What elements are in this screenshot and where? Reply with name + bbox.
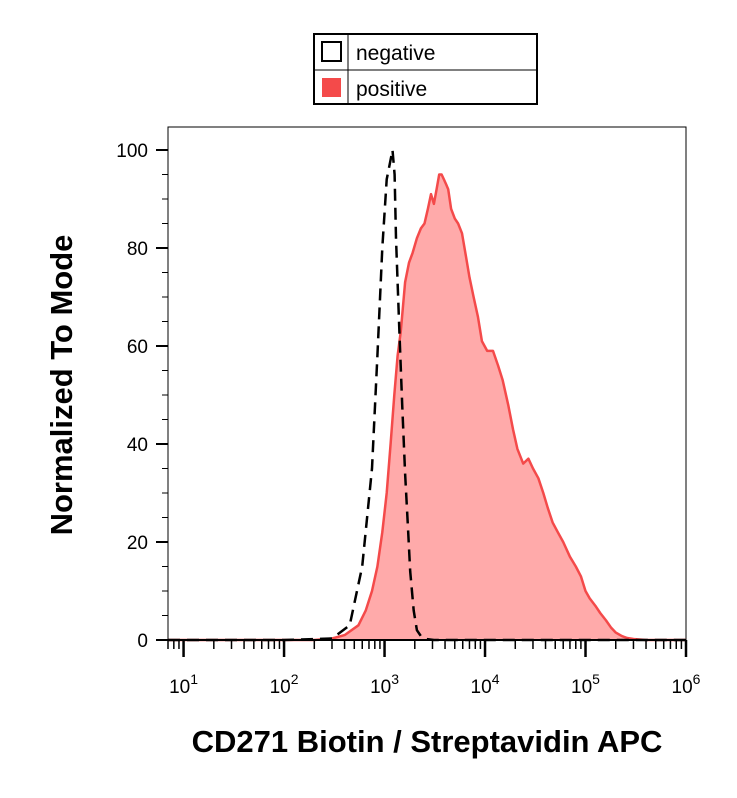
series-layer (168, 148, 686, 642)
y-tick-label: 20 (127, 533, 148, 554)
legend-frame (313, 33, 538, 105)
x-tick-label: 104 (471, 671, 500, 698)
x-tick-labels: 101 102 103 104 105 106 (169, 671, 701, 698)
y-axis: 0 20 40 60 80 100 (116, 127, 169, 652)
legend-label-negative: negative (356, 42, 435, 65)
x-tick-label: 105 (571, 671, 600, 698)
series-positive-area (168, 174, 686, 640)
legend-swatch-positive (322, 78, 341, 97)
y-axis-title: Normalized To Mode (44, 235, 79, 536)
legend-swatch-negative (321, 41, 342, 62)
x-axis-title: CD271 Biotin / Streptavidin APC (192, 724, 663, 759)
series-positive-line (168, 173, 686, 642)
y-tick-label: 100 (116, 141, 148, 162)
legend-label-positive: positive (356, 78, 427, 101)
y-ticks (156, 149, 168, 641)
series-negative-line (168, 148, 686, 642)
y-tick-label: 60 (127, 337, 148, 358)
y-tick-labels: 0 20 40 60 80 100 (116, 141, 148, 652)
x-tick-label: 103 (370, 671, 399, 698)
x-tick-label: 102 (270, 671, 299, 698)
legend: negative positive (313, 33, 538, 105)
x-tick-label: 101 (169, 671, 198, 698)
y-tick-label: 0 (137, 631, 148, 652)
x-ticks (167, 640, 688, 657)
x-tick-label: 106 (672, 671, 701, 698)
y-tick-label: 80 (127, 239, 148, 260)
y-tick-label: 40 (127, 435, 148, 456)
x-axis: 101 102 103 104 105 106 (167, 639, 701, 698)
